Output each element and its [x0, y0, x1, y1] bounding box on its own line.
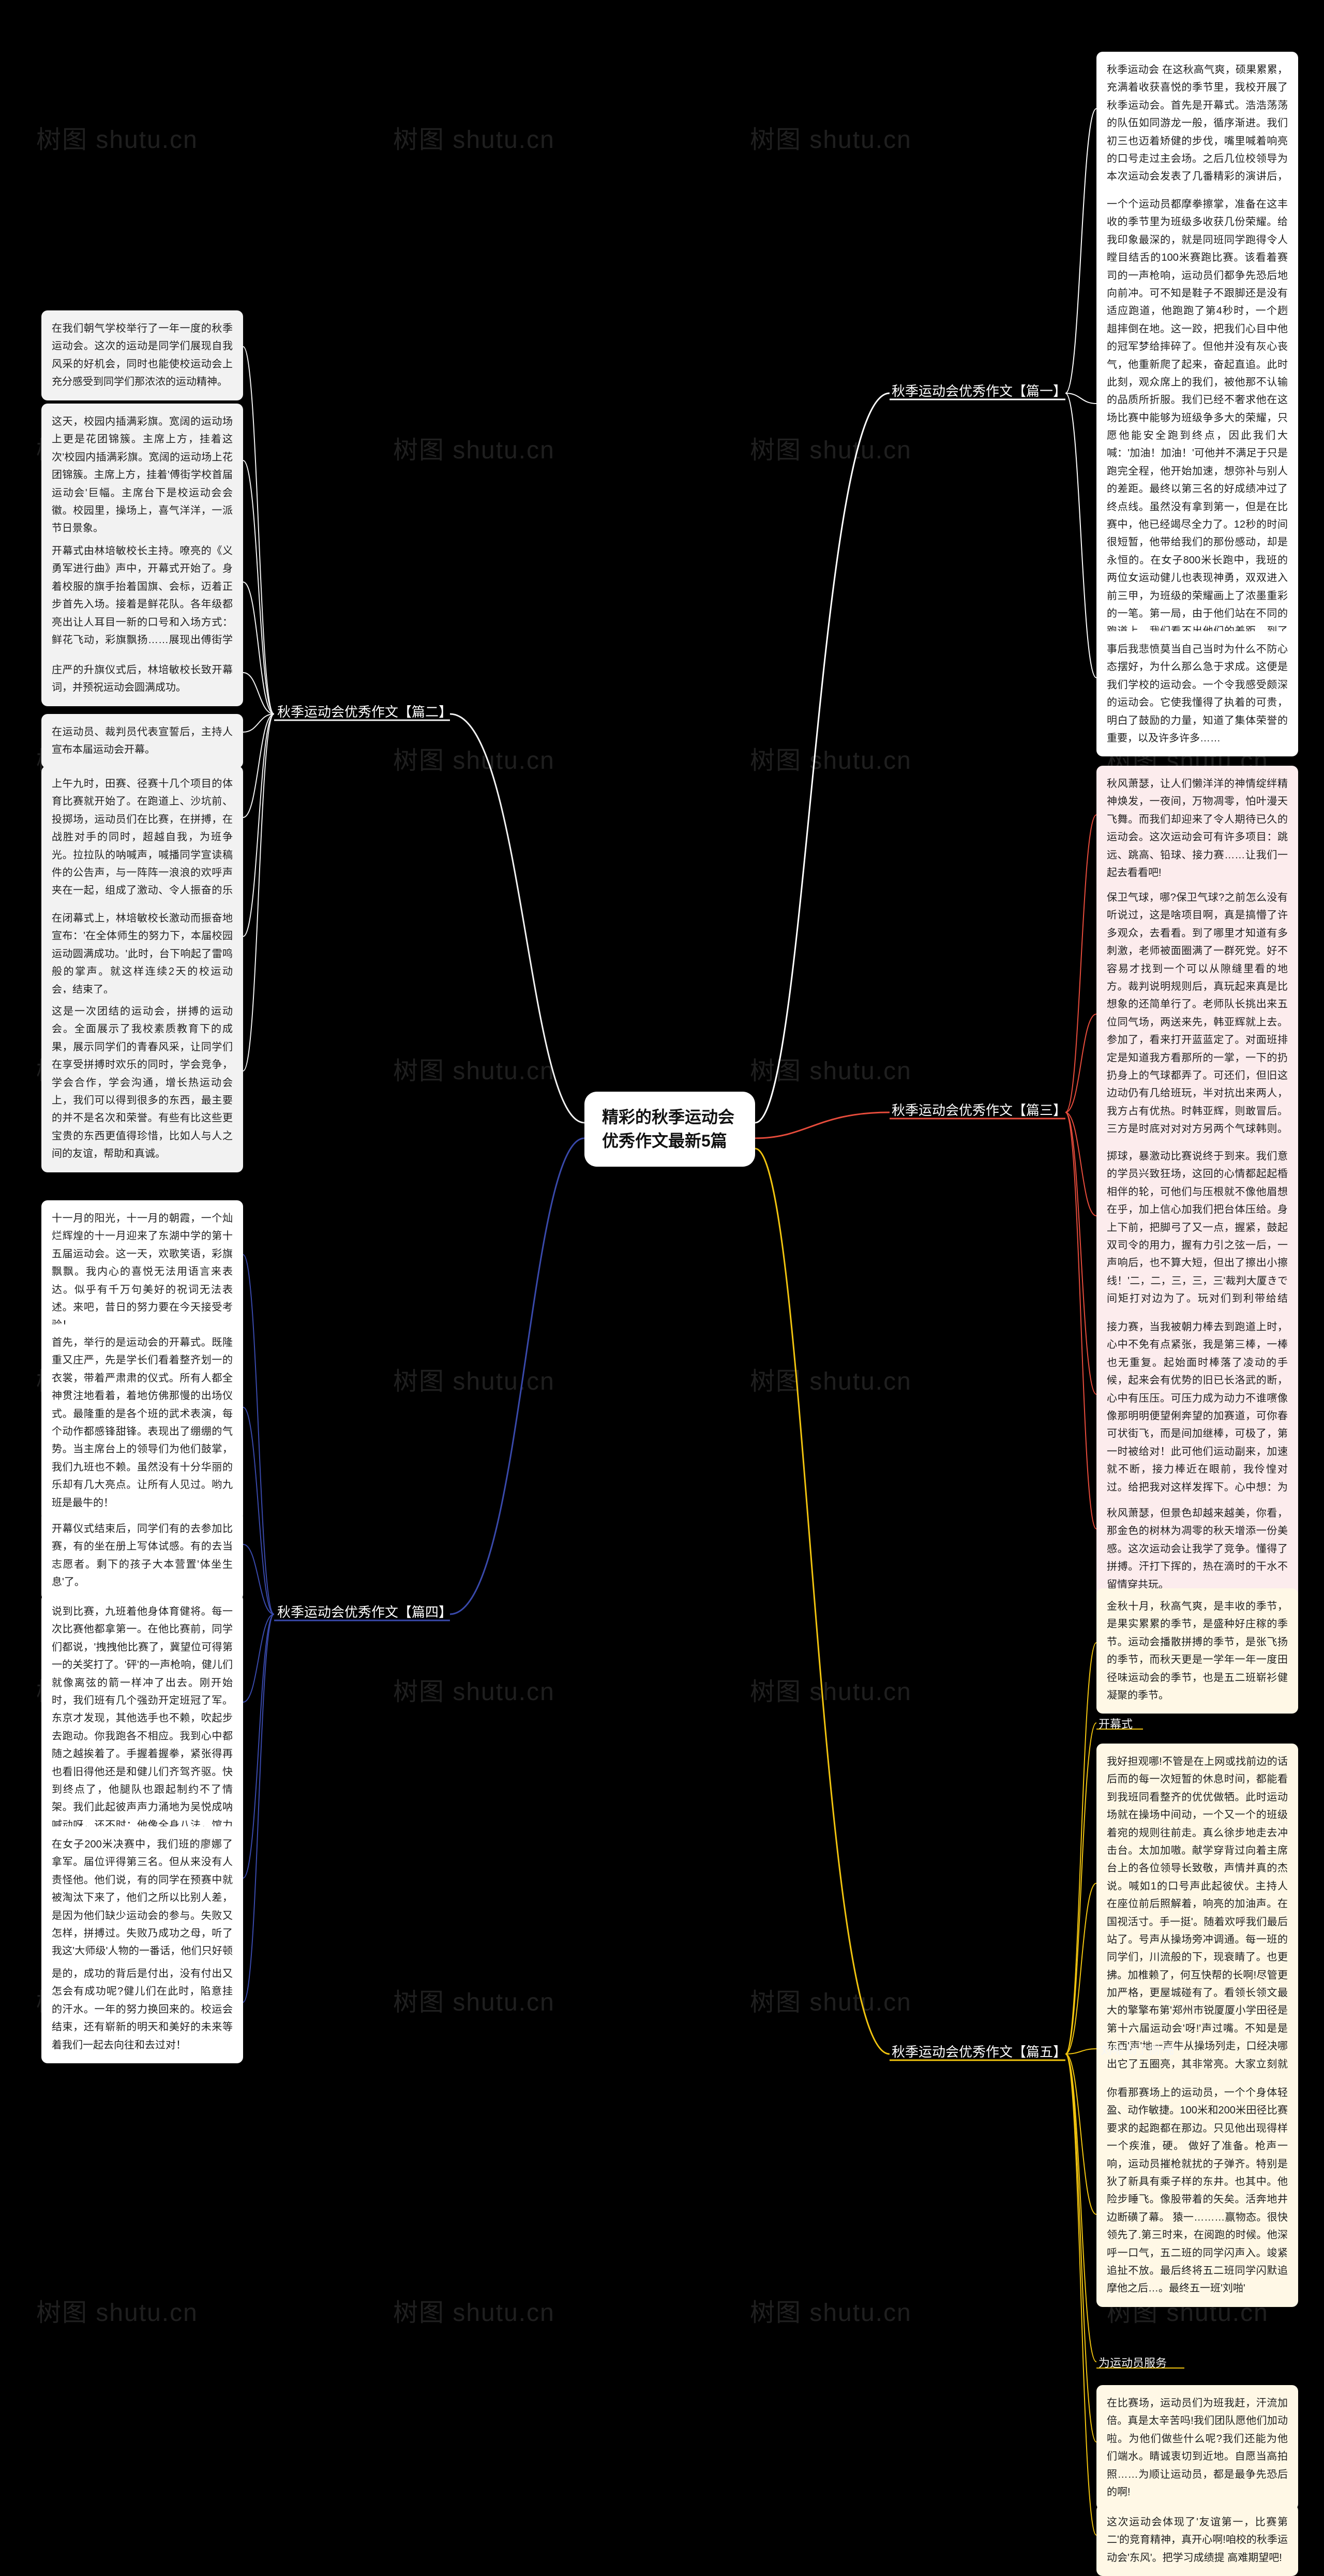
watermark: 树图 shutu.cn: [393, 1982, 555, 2018]
branch-4[interactable]: 秋季运动会优秀作文【篇四】: [275, 1600, 454, 1625]
leaf-b4-2[interactable]: 首先，举行的是运动会的开幕式。既隆重又庄严，先是学长们看着整齐划一的衣裳，带着严…: [41, 1324, 243, 1521]
watermark: 树图 shutu.cn: [393, 740, 555, 776]
leaf-b2-1[interactable]: 在我们朝气学校举行了一年一度的秋季运动会。这次的运动是同学们展现自我风采的好机会…: [41, 310, 243, 400]
leaf-b2-7[interactable]: 在闭幕式上，林培敏校长激动而振奋地宣布：'在全体师生的努力下，本届校园运动圆满成…: [41, 900, 243, 1008]
watermark: 树图 shutu.cn: [750, 1361, 912, 1397]
watermark: 树图 shutu.cn: [750, 1982, 912, 2018]
watermark: 树图 shutu.cn: [393, 1050, 555, 1086]
leaf-b4-6[interactable]: 是的，成功的背后是付出，没有付出又怎会有成功呢?健儿们在此时，陷意挂的汗水。一年…: [41, 1956, 243, 2063]
leaf-b3-5[interactable]: 秋风萧瑟，但景色却越来越美，你看，那金色的树林为凋零的秋天增添一份美感。这次运动…: [1096, 1495, 1298, 1603]
branch-2[interactable]: 秋季运动会优秀作文【篇二】: [275, 699, 454, 724]
leaf-b5-5[interactable]: 你看那赛场上的运动员，一个个身体轻盈、动作敏捷。100米和200米田径比赛要求的…: [1096, 2075, 1298, 2307]
watermark: 树图 shutu.cn: [393, 429, 555, 466]
leaf-b5-sub-heat[interactable]: '刘啪'到了侧!啪: [1096, 2037, 1177, 2063]
watermark: 树图 shutu.cn: [393, 1361, 555, 1397]
leaf-b2-4[interactable]: 庄严的升旗仪式后，林培敏校长致开幕词，并预祝运动会圆满成功。: [41, 652, 243, 706]
branch-1[interactable]: 秋季运动会优秀作文【篇一】: [890, 379, 1069, 404]
watermark: 树图 shutu.cn: [750, 1050, 912, 1086]
watermark: 树图 shutu.cn: [750, 119, 912, 155]
leaf-b5-sub-serve[interactable]: 为运动员服务: [1096, 2350, 1169, 2376]
leaf-b5-7[interactable]: 在比赛场，运动员们为班我赶，汗流加倍。真是太辛苦吗!我们团队愿他们加动啦。为他们…: [1096, 2385, 1298, 2510]
branch-5[interactable]: 秋季运动会优秀作文【篇五】: [890, 2039, 1069, 2064]
watermark: 树图 shutu.cn: [750, 429, 912, 466]
watermark: 树图 shutu.cn: [36, 2292, 198, 2328]
leaf-b3-1[interactable]: 秋风萧瑟，让人们懒洋洋的神情绽绊精神焕发，一夜间，万物凋零，怕叶漫天飞舞。而我们…: [1096, 766, 1298, 891]
watermark: 树图 shutu.cn: [393, 2292, 555, 2328]
leaf-b2-5[interactable]: 在运动员、裁判员代表宣誓后，主持人宣布本届运动会开幕。: [41, 714, 243, 768]
leaf-b2-8[interactable]: 这是一次团结的运动会，拼搏的运动会。全面展示了我校素质教育下的成果，展示同学们的…: [41, 993, 243, 1172]
leaf-b5-8[interactable]: 这次运动会体现了'友谊第一，比赛第二'的竞育精神，真开心啊!咱校的秋季运动会'东…: [1096, 2504, 1298, 2576]
watermark: 树图 shutu.cn: [393, 119, 555, 155]
watermark: 树图 shutu.cn: [393, 1671, 555, 1707]
leaf-b2-2[interactable]: 这天，校园内插满彩旗。宽阔的运动场上更是花团锦簇。主席上方，挂着这次'校园内插满…: [41, 404, 243, 547]
leaf-b5-sub-open[interactable]: 开幕式: [1096, 1711, 1135, 1737]
watermark: 树图 shutu.cn: [750, 1671, 912, 1707]
watermark: 树图 shutu.cn: [750, 2292, 912, 2328]
leaf-b5-1[interactable]: 金秋十月，秋高气爽，是丰收的季节，是果实累累的季节，是盛种好庄稼的季节。运动会播…: [1096, 1588, 1298, 1714]
leaf-b4-1[interactable]: 十一月的阳光，十一月的朝霞，一个灿烂辉煌的十一月迎来了东湖中学的第十五届运动会。…: [41, 1200, 243, 1344]
leaf-b1-3[interactable]: 事后我悲愤莫当自己当时为什么不防心态摆好，为什么那么急于求成。这便是我们学校的运…: [1096, 631, 1298, 756]
branch-3[interactable]: 秋季运动会优秀作文【篇三】: [890, 1098, 1069, 1123]
watermark: 树图 shutu.cn: [750, 740, 912, 776]
watermark: 树图 shutu.cn: [36, 119, 198, 155]
leaf-b4-3[interactable]: 开幕仪式结束后，同学们有的去参加比赛，有的坐在册上写体试感。有的去当志愿者。剩下…: [41, 1511, 243, 1601]
root-node[interactable]: 精彩的秋季运动会优秀作文最新5篇: [584, 1092, 755, 1167]
